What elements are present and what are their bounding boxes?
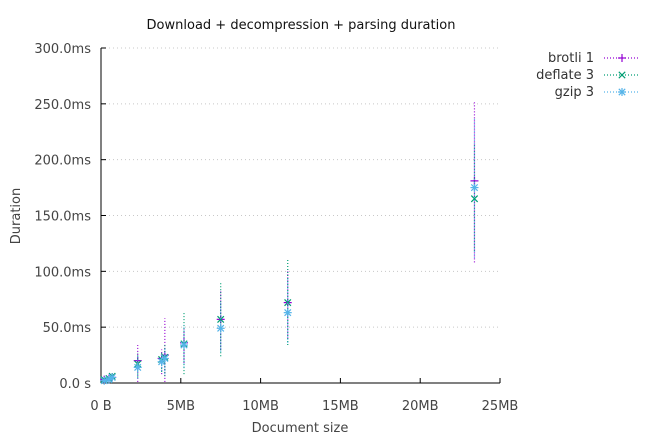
legend-marker <box>618 54 626 62</box>
point-gzip-3 <box>179 341 188 350</box>
point-deflate-3 <box>470 195 479 203</box>
legend: brotli 1 deflate 3 gzip 3 <box>536 51 640 100</box>
y-tick-label: 300.0ms <box>34 42 91 57</box>
point-gzip-3 <box>160 354 169 363</box>
point-brotli-1 <box>470 176 479 185</box>
x-tick-label: 20MB <box>402 399 439 414</box>
legend-label: gzip 3 <box>555 85 594 100</box>
point-gzip-3 <box>283 308 292 317</box>
legend-label: brotli 1 <box>548 51 594 66</box>
y-axis-ticks: 0.0 s 50.0ms 100.0ms 150.0ms 200.0ms 250.0ms 3… <box>34 42 106 392</box>
x-tick-label: 15MB <box>322 399 359 414</box>
y-tick-label: 150.0ms <box>34 210 91 225</box>
x-tick-label: 25MB <box>482 399 519 414</box>
x-tick-label: 5MB <box>167 399 195 414</box>
x-axis-ticks: 0 B 5MB 10MB 15MB 20MB 25MB <box>90 378 518 414</box>
legend-marker <box>618 88 626 96</box>
point-deflate-3 <box>217 315 225 323</box>
legend-label: deflate 3 <box>536 68 594 83</box>
y-tick-label: 0.0 s <box>59 377 91 392</box>
series-0 <box>100 100 479 384</box>
point-gzip-3 <box>470 183 479 192</box>
series-2 <box>100 117 479 385</box>
series-1 <box>100 142 479 384</box>
y-axis-label: Duration <box>9 188 24 244</box>
y-tick-label: 50.0ms <box>43 321 92 336</box>
grid <box>101 47 500 328</box>
y-tick-label: 100.0ms <box>34 265 91 280</box>
y-tick-label: 200.0ms <box>34 154 91 169</box>
point-gzip-3 <box>133 363 142 372</box>
x-tick-label: 10MB <box>242 399 279 414</box>
point-gzip-3 <box>216 324 225 333</box>
y-tick-label: 250.0ms <box>34 98 91 113</box>
point-deflate-3 <box>284 298 292 307</box>
x-tick-label: 0 B <box>90 399 111 414</box>
axes <box>100 48 500 384</box>
legend-marker <box>618 71 626 79</box>
chart-title: Download + decompression + parsing durat… <box>147 18 456 33</box>
x-axis-label: Document size <box>252 421 349 436</box>
point-gzip-3 <box>108 373 117 382</box>
data-series <box>100 100 479 385</box>
